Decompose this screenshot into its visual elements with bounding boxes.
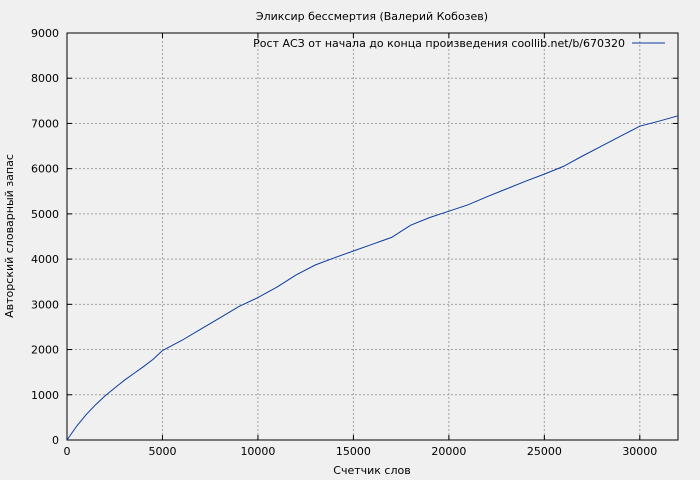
x-tick-label: 30000 (622, 445, 657, 458)
x-tick-label: 0 (64, 445, 71, 458)
y-axis: 0 1000 2000 3000 4000 5000 6000 7000 8000 9000 (31, 27, 678, 447)
y-tick-label: 1000 (31, 389, 59, 402)
plot-area (66, 32, 679, 441)
chart-title: Эликсир бессмертия (Валерий Кобозев) (256, 10, 488, 23)
y-tick-label: 3000 (31, 298, 59, 311)
x-axis-label: Счетчик слов (333, 464, 410, 477)
y-tick-label: 7000 (31, 117, 59, 130)
y-tick-label: 0 (52, 434, 59, 447)
grid (67, 33, 678, 440)
x-tick-label: 5000 (148, 445, 176, 458)
y-tick-label: 4000 (31, 253, 59, 266)
y-tick-label: 5000 (31, 208, 59, 221)
x-tick-label: 20000 (431, 445, 466, 458)
y-tick-label: 6000 (31, 163, 59, 176)
x-tick-label: 25000 (527, 445, 562, 458)
y-axis-label: Авторский словарный запас (3, 154, 16, 318)
legend-label: Рост АСЗ от начала до конца произведения… (253, 37, 625, 50)
series-line (66, 115, 679, 441)
y-tick-label: 2000 (31, 344, 59, 357)
x-axis: 0 5000 10000 15000 20000 25000 30000 (64, 33, 657, 458)
y-tick-label: 8000 (31, 72, 59, 85)
x-tick-label: 15000 (336, 445, 371, 458)
x-tick-label: 10000 (240, 445, 275, 458)
y-tick-label: 9000 (31, 27, 59, 40)
legend: Рост АСЗ от начала до конца произведения… (253, 37, 665, 50)
